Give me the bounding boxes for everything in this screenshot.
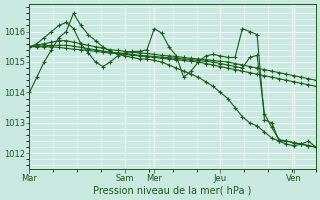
X-axis label: Pression niveau de la mer( hPa ): Pression niveau de la mer( hPa ) bbox=[93, 186, 252, 196]
